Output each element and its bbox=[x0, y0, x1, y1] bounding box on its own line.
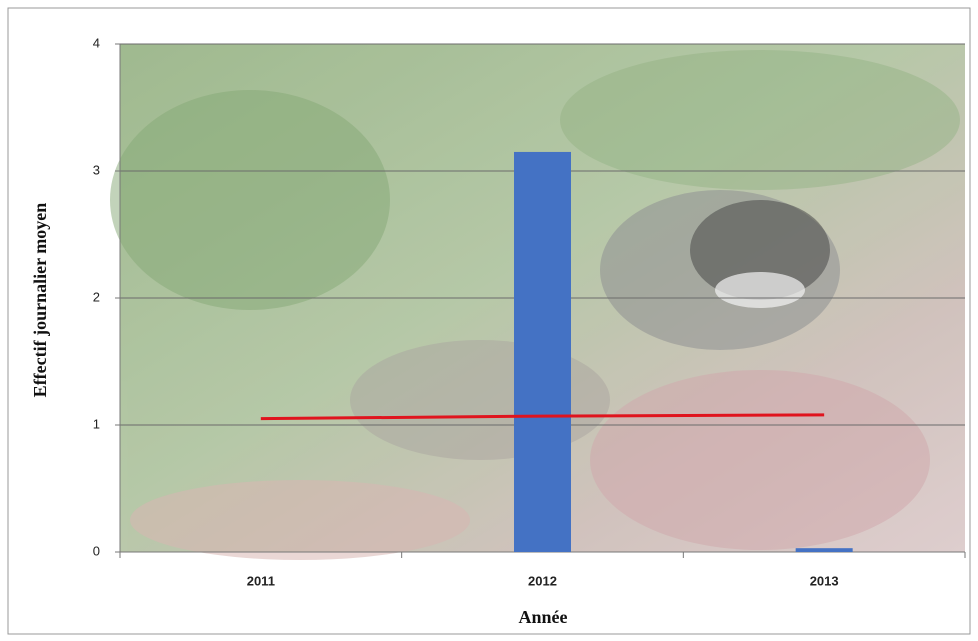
x-tick-label: 2011 bbox=[247, 573, 275, 588]
bar bbox=[795, 548, 853, 552]
y-tick-label: 0 bbox=[93, 543, 100, 558]
y-tick-label: 4 bbox=[93, 35, 100, 50]
x-tick-label: 2012 bbox=[528, 573, 557, 588]
y-tick-label: 1 bbox=[93, 416, 100, 431]
y-tick-label: 2 bbox=[93, 289, 100, 304]
x-tick-label: 2013 bbox=[810, 573, 839, 588]
y-axis-title: Effectif journalier moyen bbox=[30, 203, 50, 398]
x-axis-title: Année bbox=[519, 607, 568, 627]
trend-line bbox=[260, 413, 825, 421]
bar bbox=[514, 151, 571, 552]
y-tick-label: 3 bbox=[93, 162, 100, 177]
